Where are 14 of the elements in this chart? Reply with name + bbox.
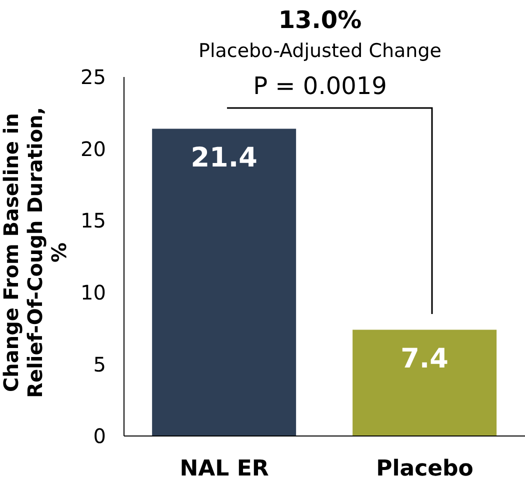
data-label: 21.4 bbox=[190, 142, 258, 174]
y-tick-label: 10 bbox=[80, 280, 106, 304]
y-tick-label: 20 bbox=[80, 136, 106, 161]
x-tick-label: Placebo bbox=[376, 456, 474, 482]
y-tick-label: 5 bbox=[93, 352, 106, 376]
annotation: P = 0.0019 bbox=[252, 72, 388, 100]
y-tick-label: 0 bbox=[93, 424, 106, 448]
y-axis-title: Change From Baseline in Relief-Of-Cough Duration, % bbox=[0, 107, 71, 398]
chart-subtitle: Placebo-Adjusted Change bbox=[198, 40, 442, 62]
x-tick-label: NAL ER bbox=[180, 456, 269, 482]
y-tick-label: 25 bbox=[80, 65, 106, 90]
y-tick-label: 15 bbox=[80, 208, 106, 233]
chart-title: 13.0% bbox=[277, 6, 363, 34]
data-label: 7.4 bbox=[400, 344, 448, 375]
